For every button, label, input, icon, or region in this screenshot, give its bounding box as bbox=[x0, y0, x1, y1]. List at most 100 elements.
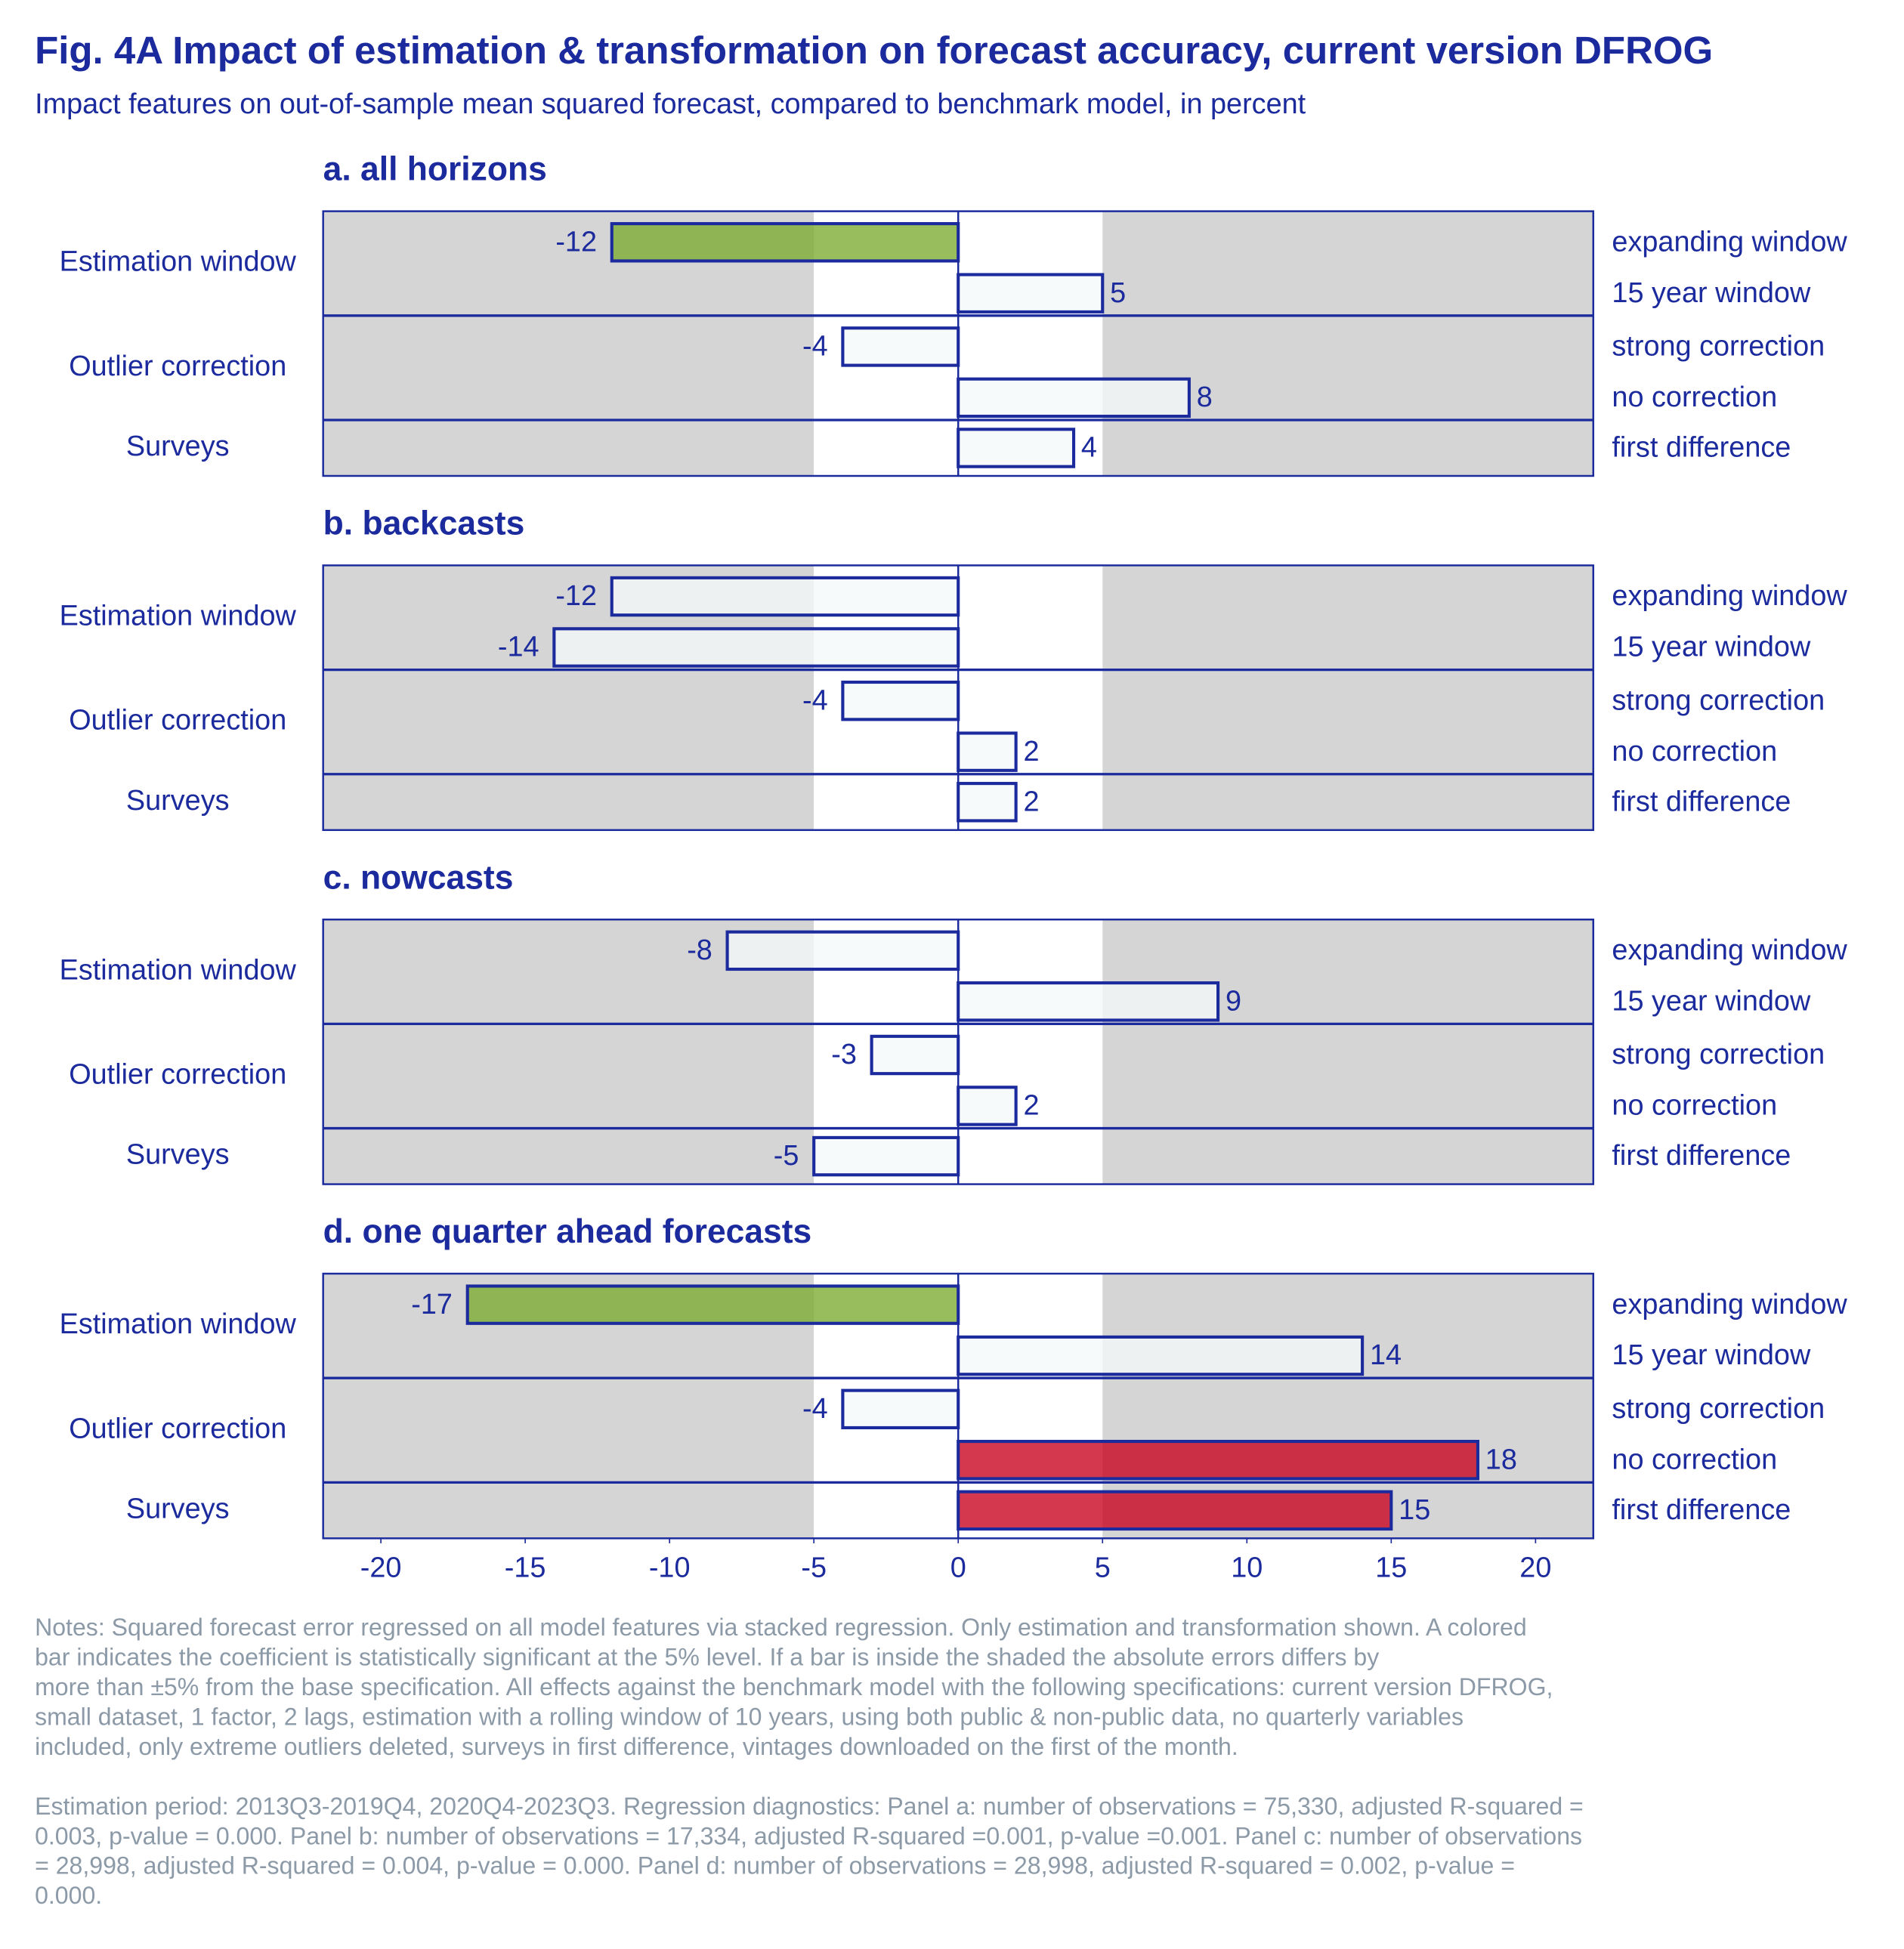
value-label: 9 bbox=[1226, 985, 1241, 1017]
value-label: 18 bbox=[1485, 1444, 1517, 1475]
value-label: -5 bbox=[774, 1140, 799, 1172]
note-line: more than ±5% from the base specificatio… bbox=[35, 1673, 1553, 1700]
group-label: Surveys bbox=[126, 1493, 230, 1524]
bar bbox=[957, 428, 1076, 468]
value-label: -4 bbox=[802, 684, 828, 716]
value-label: -8 bbox=[687, 934, 712, 966]
group-label: Estimation window bbox=[60, 1308, 297, 1340]
group-label: Outlier correction bbox=[69, 705, 286, 737]
category-label: no correction bbox=[1612, 1444, 1777, 1475]
category-label: first difference bbox=[1612, 1494, 1791, 1526]
bar bbox=[610, 576, 960, 617]
group-label: Surveys bbox=[126, 1139, 230, 1171]
category-label: expanding window bbox=[1612, 226, 1847, 258]
category-label: strong correction bbox=[1612, 331, 1825, 363]
category-label: no correction bbox=[1612, 736, 1777, 768]
value-label: 4 bbox=[1081, 432, 1097, 464]
bar bbox=[610, 222, 960, 263]
value-label: -17 bbox=[411, 1289, 453, 1320]
value-label: 2 bbox=[1024, 736, 1040, 768]
bar bbox=[812, 1135, 960, 1177]
note-line: 0.003, p-value = 0.000. Panel b: number … bbox=[35, 1822, 1582, 1849]
category-label: 15 year window bbox=[1612, 985, 1811, 1017]
panel-frame bbox=[322, 210, 1594, 477]
value-label: 15 bbox=[1399, 1494, 1430, 1526]
bar bbox=[957, 731, 1018, 772]
group-label: Outlier correction bbox=[69, 1058, 286, 1090]
bar bbox=[957, 1086, 1018, 1126]
x-tick-label: 5 bbox=[1095, 1552, 1111, 1583]
group-label: Estimation window bbox=[60, 954, 297, 986]
panel-title: c. nowcasts bbox=[323, 859, 514, 896]
category-label: 15 year window bbox=[1612, 632, 1811, 663]
value-label: 8 bbox=[1197, 381, 1213, 413]
value-label: 14 bbox=[1370, 1339, 1402, 1371]
bar bbox=[465, 1284, 960, 1325]
value-label: 2 bbox=[1024, 1090, 1040, 1122]
shaded-area bbox=[1102, 919, 1593, 1185]
bar bbox=[841, 1388, 960, 1430]
category-label: no correction bbox=[1612, 1090, 1777, 1122]
category-label: first difference bbox=[1612, 432, 1791, 464]
bar bbox=[725, 930, 960, 971]
bar bbox=[552, 627, 960, 668]
x-tick-label: -10 bbox=[649, 1552, 691, 1583]
group-label: Surveys bbox=[126, 785, 230, 817]
value-label: 5 bbox=[1110, 277, 1126, 309]
value-label: -4 bbox=[802, 1393, 828, 1425]
panel-frame bbox=[322, 918, 1594, 1185]
x-tick-label: 0 bbox=[950, 1552, 966, 1583]
bar bbox=[870, 1034, 960, 1076]
bar bbox=[957, 1335, 1365, 1376]
value-label: -12 bbox=[555, 580, 597, 612]
value-label: -4 bbox=[802, 331, 828, 363]
bar bbox=[957, 273, 1105, 314]
panel-frame bbox=[322, 564, 1594, 832]
note-line: 0.000. bbox=[35, 1882, 102, 1909]
figure-subtitle: Impact features on out-of-sample mean sq… bbox=[35, 88, 1306, 120]
shaded-area bbox=[1102, 565, 1593, 830]
note-line: Notes: Squared forecast error regressed … bbox=[35, 1614, 1527, 1641]
group-label: Outlier correction bbox=[69, 1413, 286, 1444]
category-label: 15 year window bbox=[1612, 1339, 1811, 1371]
bar bbox=[841, 326, 960, 367]
bar bbox=[957, 1490, 1393, 1531]
note-line: small dataset, 1 factor, 2 lags, estimat… bbox=[35, 1703, 1464, 1730]
group-label: Estimation window bbox=[60, 601, 297, 632]
value-label: -3 bbox=[831, 1039, 857, 1070]
bar bbox=[957, 1440, 1479, 1481]
x-tick-label: 20 bbox=[1519, 1552, 1551, 1583]
group-label: Outlier correction bbox=[69, 351, 286, 382]
figure-title: Fig. 4A Impact of estimation & transform… bbox=[35, 29, 1713, 72]
category-label: expanding window bbox=[1612, 934, 1847, 966]
x-tick-label: -15 bbox=[505, 1552, 546, 1583]
x-tick-label: -20 bbox=[360, 1552, 402, 1583]
bar bbox=[841, 680, 960, 721]
x-tick-label: 15 bbox=[1375, 1552, 1407, 1583]
bar bbox=[957, 782, 1018, 823]
note-line: bar indicates the coefficient is statist… bbox=[35, 1643, 1379, 1670]
category-label: first difference bbox=[1612, 1140, 1791, 1172]
category-label: first difference bbox=[1612, 786, 1791, 817]
category-label: expanding window bbox=[1612, 1289, 1847, 1320]
category-label: no correction bbox=[1612, 381, 1777, 413]
value-label: 2 bbox=[1024, 786, 1040, 817]
category-label: strong correction bbox=[1612, 1039, 1825, 1070]
panel-title: d. one quarter ahead forecasts bbox=[323, 1213, 812, 1250]
shaded-area bbox=[1102, 211, 1593, 476]
category-label: strong correction bbox=[1612, 1393, 1825, 1425]
note-line: = 28,998, adjusted R-squared = 0.004, p-… bbox=[35, 1852, 1515, 1880]
bar bbox=[957, 377, 1191, 419]
x-tick-label: 10 bbox=[1231, 1552, 1263, 1583]
group-label: Estimation window bbox=[60, 246, 297, 278]
category-label: 15 year window bbox=[1612, 277, 1811, 309]
group-label: Surveys bbox=[126, 431, 230, 462]
note-line: Estimation period: 2013Q3-2019Q4, 2020Q4… bbox=[35, 1793, 1584, 1820]
panel-title: a. all horizons bbox=[323, 151, 547, 188]
value-label: -14 bbox=[498, 632, 539, 663]
x-tick-label: -5 bbox=[801, 1552, 827, 1583]
category-label: strong correction bbox=[1612, 684, 1825, 716]
panel-title: b. backcasts bbox=[323, 505, 525, 542]
